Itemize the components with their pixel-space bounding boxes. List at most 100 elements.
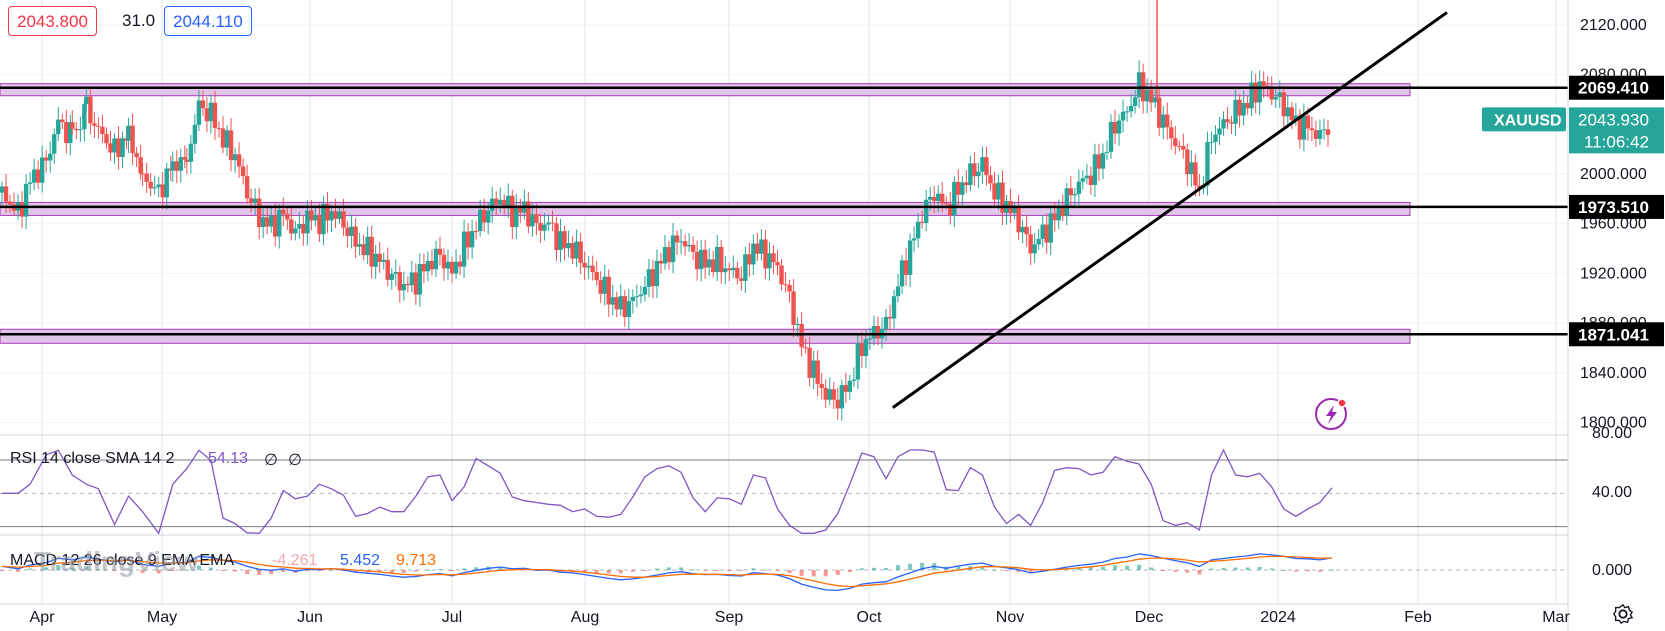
candle-body: [349, 226, 354, 236]
symbol-tag: XAUUSD: [1494, 112, 1562, 129]
macd-histogram-bar: [1100, 566, 1105, 570]
trendline-segment[interactable]: [891, 11, 1448, 409]
horizontal-levels[interactable]: [0, 86, 1568, 336]
ask-badge[interactable]: 2044.110: [164, 6, 252, 36]
candle: [393, 259, 398, 286]
candle: [1124, 105, 1130, 122]
spread-value: 31.0: [122, 11, 156, 30]
level-label-box: [1569, 322, 1664, 347]
time-tick-label: Jul: [442, 609, 462, 626]
candle-body: [787, 284, 792, 292]
candle: [686, 233, 692, 252]
candle: [281, 197, 286, 227]
candle-body: [313, 215, 318, 221]
candle-body: [690, 244, 696, 252]
candle-body: [674, 235, 680, 243]
macd-histogram-bar: [1125, 565, 1130, 570]
candle-body: [662, 247, 668, 264]
price-axis[interactable]: 2120.0002080.0002000.0001960.0001920.000…: [1482, 0, 1665, 631]
candle-body: [1092, 154, 1098, 185]
rsi-label[interactable]: RSI 14 close SMA 14 2: [10, 450, 175, 467]
candle: [409, 260, 415, 293]
macd-histogram-bar: [233, 570, 238, 572]
candle: [626, 288, 632, 330]
candle-body: [7, 201, 13, 205]
candle-body: [1313, 130, 1319, 139]
macd-histogram-bar: [751, 568, 756, 570]
macd-histogram-bar: [883, 567, 888, 570]
candle: [60, 113, 65, 130]
candle: [815, 350, 820, 397]
candle: [875, 316, 881, 346]
candle-body: [19, 202, 25, 217]
candle-body: [919, 221, 925, 223]
candle: [1261, 71, 1266, 98]
candle-body: [397, 272, 402, 291]
candle: [863, 330, 869, 369]
time-axis[interactable]: Apr May Jun Jul Aug Sep Oct Nov Dec 2024 Feb Mar: [30, 609, 1571, 626]
candle: [216, 121, 222, 138]
candle-body: [1128, 105, 1134, 112]
candle-body: [727, 268, 732, 271]
candle-body: [976, 171, 981, 177]
candle-body: [56, 119, 61, 135]
zone-band: [0, 201, 1411, 216]
candle: [144, 162, 149, 193]
candle-body: [984, 157, 989, 176]
candle: [618, 283, 623, 316]
candle-body: [305, 210, 310, 234]
time-tick-label: Jun: [297, 609, 323, 626]
candle-body: [883, 316, 889, 329]
macd-histogram-bar: [56, 564, 61, 570]
candle: [100, 114, 105, 144]
bid-badge[interactable]: 2043.800: [8, 6, 97, 36]
candle: [871, 315, 877, 346]
candle-body: [1056, 206, 1061, 221]
trendline[interactable]: [891, 11, 1448, 409]
candle-body: [715, 246, 720, 273]
candle-body: [277, 209, 282, 237]
macd-histogram-bar: [582, 570, 587, 573]
candle: [317, 203, 322, 242]
candle: [174, 150, 179, 184]
candle-body: [27, 182, 33, 184]
candle-body: [698, 249, 704, 270]
candle-body: [819, 383, 824, 389]
candle-body: [763, 239, 768, 269]
candle: [369, 225, 374, 279]
candle-body: [236, 154, 242, 167]
lightning-icon[interactable]: [1315, 398, 1347, 430]
candle: [670, 223, 676, 273]
candle-body: [232, 154, 238, 161]
macd-histogram-bar: [44, 567, 49, 570]
candle-body: [92, 123, 97, 126]
candle: [1249, 70, 1254, 116]
candle: [160, 172, 165, 210]
candle: [964, 170, 969, 193]
price-tick-label: 1960.000: [1580, 216, 1647, 233]
symbol-tag-bg: [1482, 107, 1566, 132]
candle: [791, 279, 796, 338]
countdown-label: 11:06:42: [1584, 132, 1649, 151]
candle: [1257, 70, 1262, 115]
candle: [1189, 150, 1194, 187]
candle-body: [301, 223, 306, 234]
candle-body: [1257, 81, 1262, 103]
macd-histogram-bar: [401, 570, 406, 573]
candle: [1136, 60, 1142, 109]
gear-icon[interactable]: [1612, 603, 1634, 625]
candle: [1313, 120, 1319, 147]
candle: [759, 229, 764, 261]
candle-body: [859, 343, 865, 356]
candle-body: [936, 193, 941, 201]
candle-body: [747, 254, 752, 265]
macd-histogram-bar: [353, 570, 358, 573]
candle: [92, 112, 97, 139]
candle-body: [1084, 175, 1090, 179]
candle: [739, 266, 744, 291]
macd-label[interactable]: MACD 12 26 close 9 EMA EMA: [10, 552, 235, 569]
candle: [1040, 214, 1045, 248]
candle: [992, 171, 997, 207]
candle: [329, 204, 334, 233]
